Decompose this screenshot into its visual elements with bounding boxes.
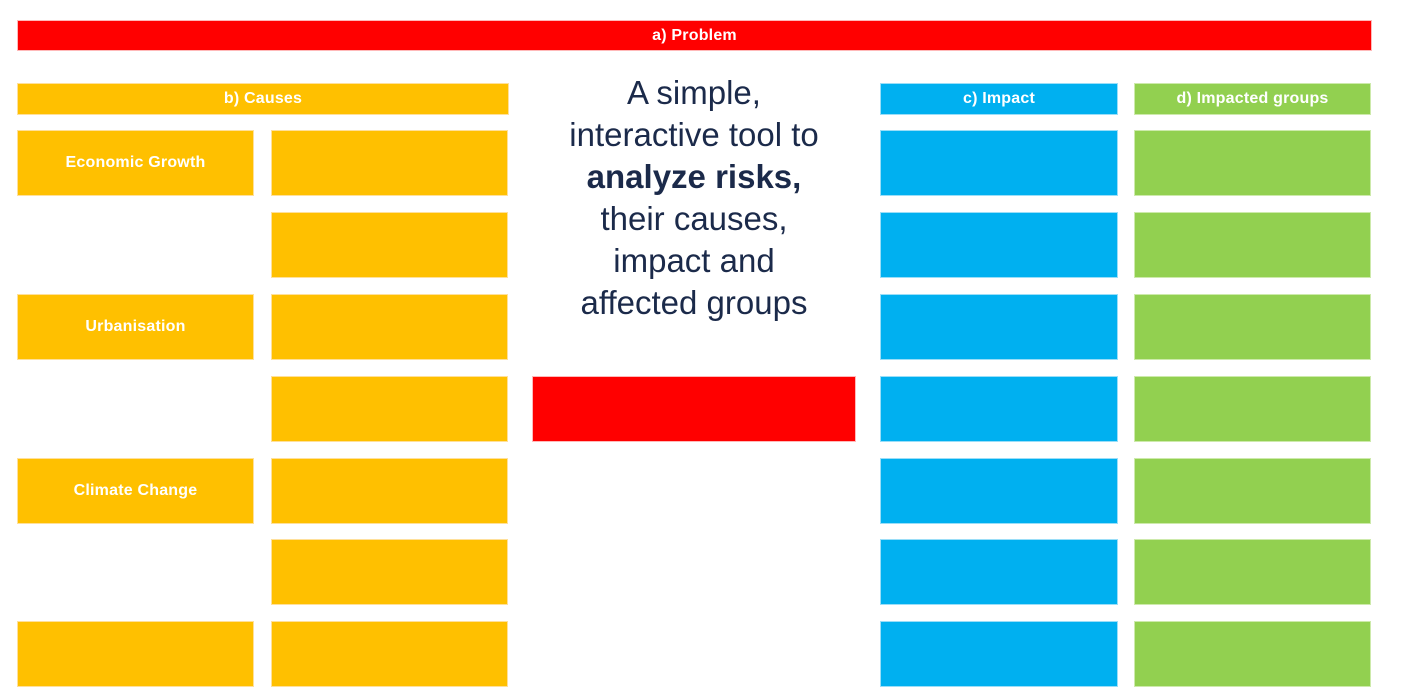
cause-label-climate-change[interactable]: Climate Change — [17, 458, 254, 524]
cause-label-text: Economic Growth — [65, 154, 206, 171]
impacted-group-block-3[interactable] — [1134, 294, 1371, 360]
intro-line: A simple, — [627, 74, 761, 111]
impacted-group-block-1[interactable] — [1134, 130, 1371, 196]
intro-line: affected groups — [580, 284, 808, 321]
impact-block-1[interactable] — [880, 130, 1118, 196]
cause-item-block-4[interactable] — [271, 376, 508, 442]
impacted-groups-header-label: d) Impacted groups — [1176, 90, 1329, 107]
intro-line-bold: analyze risks, — [586, 158, 802, 195]
causes-header: b) Causes — [17, 83, 509, 115]
cause-item-block-2[interactable] — [271, 212, 508, 278]
impacted-groups-header: d) Impacted groups — [1134, 83, 1371, 115]
impacted-group-block-2[interactable] — [1134, 212, 1371, 278]
cause-label-economic-growth[interactable]: Economic Growth — [17, 130, 254, 196]
problem-center-block[interactable] — [532, 376, 856, 442]
impacted-group-block-5[interactable] — [1134, 458, 1371, 524]
intro-tagline: A simple, interactive tool to analyze ri… — [508, 72, 880, 324]
cause-item-block-3[interactable] — [271, 294, 508, 360]
impact-block-4[interactable] — [880, 376, 1118, 442]
impact-header-label: c) Impact — [962, 90, 1036, 107]
cause-label-text: Climate Change — [73, 482, 198, 499]
impact-block-7[interactable] — [880, 621, 1118, 687]
problem-banner[interactable]: a) Problem — [17, 20, 1372, 51]
impact-block-2[interactable] — [880, 212, 1118, 278]
impact-block-5[interactable] — [880, 458, 1118, 524]
cause-label-blank[interactable] — [17, 621, 254, 687]
impacted-group-block-4[interactable] — [1134, 376, 1371, 442]
problem-banner-label: a) Problem — [652, 26, 737, 44]
intro-line: interactive tool to — [569, 116, 819, 153]
intro-line: their causes, — [600, 200, 788, 237]
cause-item-block-1[interactable] — [271, 130, 508, 196]
cause-item-block-7[interactable] — [271, 621, 508, 687]
impact-block-6[interactable] — [880, 539, 1118, 605]
cause-item-block-5[interactable] — [271, 458, 508, 524]
cause-label-urbanisation[interactable]: Urbanisation — [17, 294, 254, 360]
impact-block-3[interactable] — [880, 294, 1118, 360]
cause-label-text: Urbanisation — [85, 318, 186, 335]
cause-item-block-6[interactable] — [271, 539, 508, 605]
impact-header: c) Impact — [880, 83, 1118, 115]
impacted-group-block-6[interactable] — [1134, 539, 1371, 605]
impacted-group-block-7[interactable] — [1134, 621, 1371, 687]
intro-line: impact and — [613, 242, 775, 279]
causes-header-label: b) Causes — [223, 90, 303, 107]
